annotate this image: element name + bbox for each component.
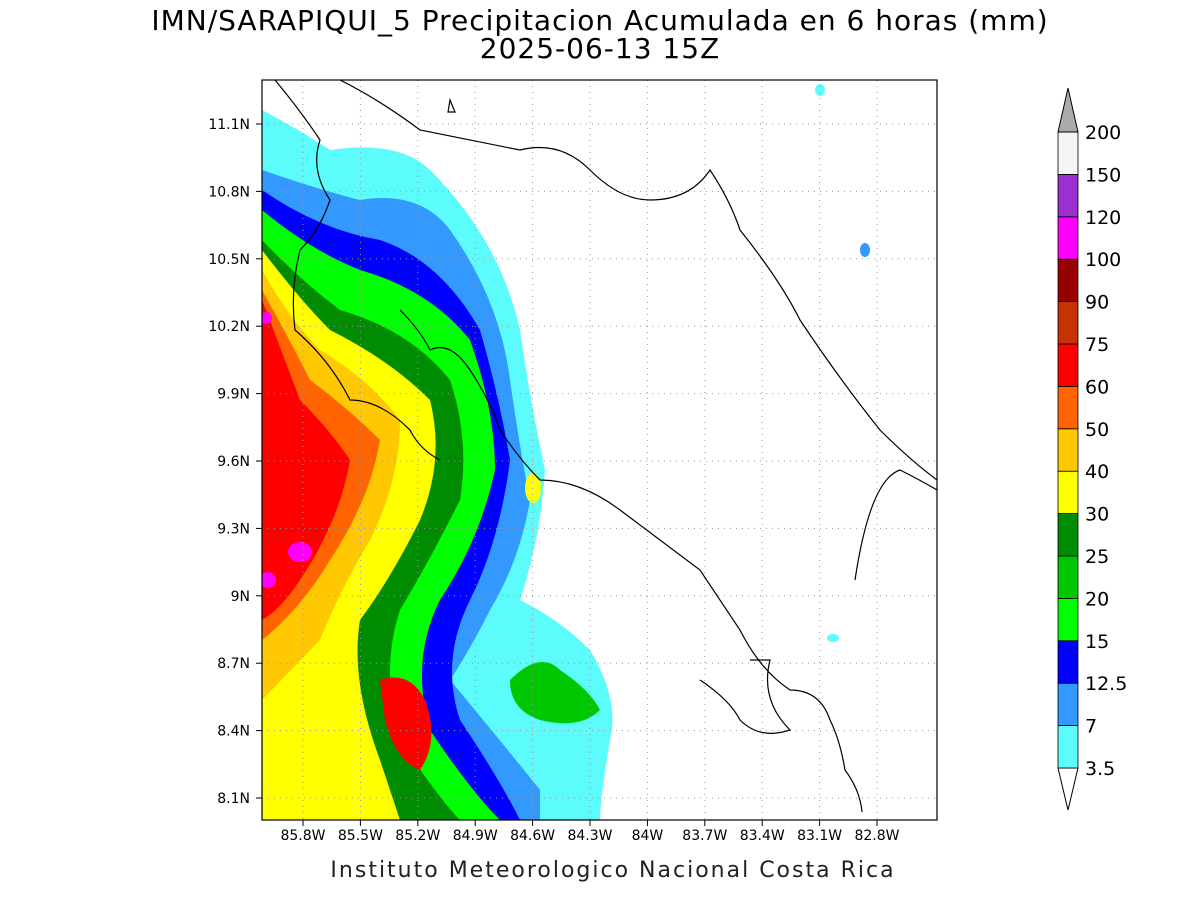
lat-label: 9N: [231, 589, 250, 605]
colorbar-label: 150: [1085, 164, 1121, 186]
lon-label: 83.1W: [797, 828, 842, 844]
colorbar-segment: [1057, 258, 1079, 303]
lon-label: 85.2W: [395, 828, 440, 844]
colorbar-segment: [1057, 555, 1079, 599]
colorbar-label: 200: [1085, 122, 1121, 144]
lat-label: 10.2N: [208, 319, 250, 335]
lon-label: 84.3W: [567, 828, 612, 844]
lon-label: 82.8W: [854, 828, 899, 844]
lon-label: 84.9W: [453, 828, 498, 844]
lon-label: 83.7W: [682, 828, 727, 844]
subtitle: 2025-06-13 15Z: [480, 32, 720, 65]
colorbar: 3.5 7 12.5 15 20 25 30 40 50 60 75 90 100 120 150 200: [1057, 87, 1127, 811]
colorbar-label: 3.5: [1085, 758, 1115, 780]
lat-label: 8.4N: [217, 724, 250, 740]
colorbar-label: 120: [1085, 207, 1121, 229]
colorbar-segment: [1057, 640, 1079, 684]
colorbar-label: 90: [1085, 292, 1109, 314]
lon-label: 83.4W: [740, 828, 785, 844]
lat-label: 11.1N: [208, 117, 250, 133]
lat-label: 10.5N: [208, 252, 250, 268]
colorbar-segment: [1057, 343, 1079, 387]
title: IMN/SARAPIQUI_5 Precipitacion Acumulada …: [151, 4, 1048, 37]
lon-label: 84.6W: [510, 828, 555, 844]
graticule: 11.1N 10.8N 10.5N 10.2N 9.9N 9.6N 9.3N 9N 8.7N 8.…: [208, 80, 937, 844]
lat-label: 8.7N: [217, 656, 250, 672]
lon-label: 84W: [632, 828, 664, 844]
colorbar-over: [1057, 87, 1079, 133]
colorbar-segment: [1057, 598, 1079, 642]
colorbar-label: 60: [1085, 376, 1109, 398]
lat-label: 9.9N: [217, 387, 250, 403]
colorbar-label: 25: [1085, 546, 1109, 568]
lat-label: 10.8N: [208, 184, 250, 200]
footer: Instituto Meteorologico Nacional Costa R…: [330, 858, 895, 883]
colorbar-segment: [1057, 301, 1079, 345]
colorbar-segment: [1057, 725, 1079, 769]
colorbar-label: 15: [1085, 631, 1109, 653]
colorbar-under: [1057, 767, 1079, 811]
precipitation-field: [262, 84, 870, 820]
lat-label: 8.1N: [217, 791, 250, 807]
colorbar-segment: [1057, 428, 1079, 472]
colorbar-segment: [1057, 385, 1079, 430]
lat-label: 9.6N: [217, 454, 250, 470]
colorbar-label: 40: [1085, 461, 1109, 483]
colorbar-label: 100: [1085, 249, 1121, 271]
colorbar-label: 12.5: [1085, 673, 1127, 695]
lon-label: 85.5W: [338, 828, 383, 844]
map-frame: [261, 79, 938, 821]
lon-label: 85.8W: [280, 828, 325, 844]
colorbar-label: 50: [1085, 419, 1109, 441]
colorbar-segment: [1057, 513, 1079, 557]
colorbar-label: 75: [1085, 334, 1109, 356]
colorbar-segment: [1057, 131, 1079, 175]
lat-label: 9.3N: [217, 521, 250, 537]
coastlines: [274, 80, 937, 813]
colorbar-segment: [1057, 682, 1079, 727]
colorbar-segment: [1057, 173, 1079, 218]
colorbar-segment: [1057, 470, 1079, 515]
colorbar-label: 20: [1085, 588, 1109, 610]
colorbar-label: 30: [1085, 504, 1109, 526]
colorbar-segment: [1057, 216, 1079, 260]
colorbar-label: 7: [1085, 716, 1097, 738]
